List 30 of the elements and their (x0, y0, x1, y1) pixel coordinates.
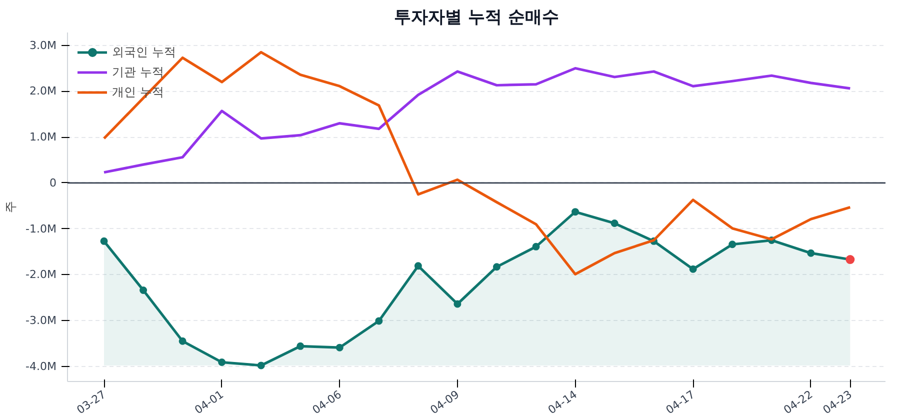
point (728, 240, 736, 248)
y-tick-label: 0 (50, 176, 56, 190)
point (375, 317, 383, 325)
y-tick-label: 3.0M (30, 38, 56, 52)
legend-label: 외국인 누적 (112, 44, 176, 60)
y-tick-label: -1.0M (26, 222, 57, 236)
point (100, 237, 108, 245)
line-series (102, 66, 852, 174)
y-tick-label: -3.0M (26, 314, 57, 328)
point (610, 220, 618, 228)
point (218, 358, 226, 366)
point (689, 265, 697, 273)
point (178, 337, 186, 345)
point (572, 208, 580, 216)
y-tick-label: 1.0M (30, 130, 56, 144)
point (296, 342, 304, 350)
point (257, 362, 265, 370)
point (492, 263, 500, 271)
point (140, 286, 148, 294)
y-axis-title: 주 (4, 201, 18, 213)
point (454, 300, 462, 308)
point (532, 242, 540, 250)
point (807, 249, 815, 257)
y-tick-label: -4.0M (26, 360, 57, 373)
point (336, 344, 344, 352)
chart-title: 투자자별 누적 순매수 (394, 8, 559, 28)
legend-label: 기관 누적 (112, 64, 164, 80)
y-tick-label: -2.0M (26, 268, 57, 282)
y-tick-label: 2.0M (30, 84, 56, 98)
point (414, 262, 422, 270)
